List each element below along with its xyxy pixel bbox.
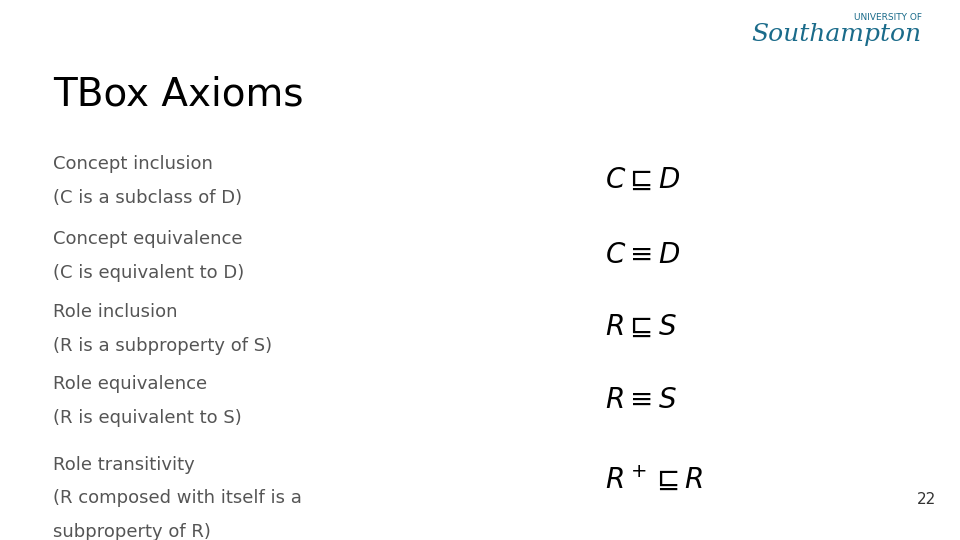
- Text: 22: 22: [917, 492, 936, 508]
- Text: (C is a subclass of D): (C is a subclass of D): [53, 189, 242, 207]
- Text: Concept equivalence: Concept equivalence: [53, 231, 242, 248]
- Text: Southampton: Southampton: [752, 23, 922, 46]
- Text: (R composed with itself is a: (R composed with itself is a: [53, 489, 301, 508]
- Text: $R \equiv S$: $R \equiv S$: [605, 386, 677, 414]
- Text: (C is equivalent to D): (C is equivalent to D): [53, 264, 244, 282]
- Text: (R is equivalent to S): (R is equivalent to S): [53, 409, 242, 427]
- Text: Role inclusion: Role inclusion: [53, 303, 178, 321]
- Text: $C \sqsubseteq D$: $C \sqsubseteq D$: [605, 166, 681, 194]
- Text: Role transitivity: Role transitivity: [53, 456, 195, 474]
- Text: $R \sqsubseteq S$: $R \sqsubseteq S$: [605, 313, 677, 341]
- Text: TBox Axioms: TBox Axioms: [53, 75, 303, 113]
- Text: Role equivalence: Role equivalence: [53, 375, 207, 394]
- Text: (R is a subproperty of S): (R is a subproperty of S): [53, 336, 272, 355]
- Text: UNIVERSITY OF: UNIVERSITY OF: [853, 13, 922, 22]
- Text: $R^+ \sqsubseteq R$: $R^+ \sqsubseteq R$: [605, 466, 704, 495]
- Text: Concept inclusion: Concept inclusion: [53, 156, 213, 173]
- Text: subproperty of R): subproperty of R): [53, 523, 210, 540]
- Text: $C \equiv D$: $C \equiv D$: [605, 241, 681, 269]
